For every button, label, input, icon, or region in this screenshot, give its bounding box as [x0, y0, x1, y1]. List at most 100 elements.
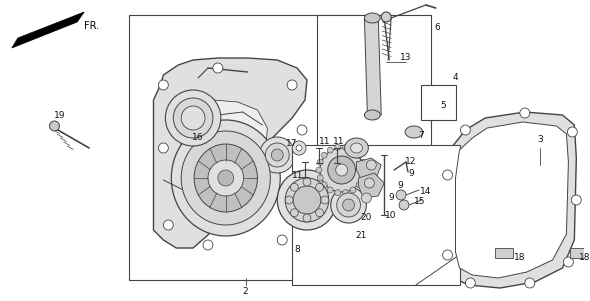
Polygon shape [12, 12, 84, 48]
Polygon shape [153, 58, 307, 248]
Ellipse shape [568, 127, 578, 137]
Text: 2: 2 [242, 287, 248, 296]
Text: 18: 18 [579, 253, 590, 262]
Ellipse shape [365, 110, 381, 120]
Polygon shape [455, 122, 568, 278]
Ellipse shape [321, 196, 329, 204]
Ellipse shape [381, 12, 391, 22]
Ellipse shape [337, 193, 360, 217]
Text: 8: 8 [294, 246, 300, 255]
Text: FR.: FR. [84, 21, 99, 31]
Ellipse shape [335, 144, 340, 150]
Ellipse shape [396, 190, 406, 200]
Ellipse shape [343, 190, 349, 196]
Ellipse shape [321, 152, 327, 158]
Ellipse shape [292, 141, 306, 155]
Ellipse shape [316, 167, 322, 173]
Text: 10: 10 [385, 210, 397, 219]
Bar [571, 248, 588, 258]
Ellipse shape [171, 120, 280, 236]
Ellipse shape [296, 145, 302, 151]
Ellipse shape [327, 187, 333, 193]
Ellipse shape [362, 193, 371, 203]
Ellipse shape [328, 156, 356, 184]
Ellipse shape [159, 143, 168, 153]
Text: 11: 11 [333, 138, 345, 147]
Ellipse shape [571, 195, 581, 205]
Ellipse shape [213, 63, 223, 73]
Ellipse shape [287, 80, 297, 90]
Text: 20: 20 [360, 213, 372, 222]
Text: 15: 15 [414, 197, 425, 206]
Ellipse shape [317, 175, 323, 181]
Ellipse shape [442, 250, 453, 260]
Ellipse shape [360, 175, 366, 181]
Bar [129, 15, 406, 280]
Ellipse shape [266, 143, 289, 167]
Ellipse shape [317, 159, 323, 165]
Ellipse shape [293, 186, 321, 214]
Text: 13: 13 [400, 52, 412, 61]
Ellipse shape [365, 13, 381, 23]
Ellipse shape [466, 278, 476, 288]
Text: 11: 11 [319, 138, 330, 147]
Ellipse shape [271, 149, 283, 161]
Ellipse shape [460, 125, 470, 135]
Ellipse shape [218, 170, 234, 186]
Text: 4: 4 [453, 73, 458, 82]
Ellipse shape [303, 178, 311, 186]
Ellipse shape [563, 257, 573, 267]
Ellipse shape [203, 240, 213, 250]
Ellipse shape [163, 220, 173, 230]
Text: 16: 16 [192, 134, 204, 142]
Ellipse shape [350, 147, 356, 153]
Ellipse shape [285, 178, 329, 222]
Text: 7: 7 [418, 131, 424, 139]
Ellipse shape [442, 170, 453, 180]
Ellipse shape [181, 131, 270, 225]
Text: 12: 12 [405, 157, 417, 166]
Ellipse shape [525, 278, 535, 288]
Ellipse shape [362, 167, 368, 173]
Ellipse shape [285, 196, 293, 204]
Ellipse shape [159, 80, 168, 90]
Ellipse shape [520, 108, 530, 118]
Text: 17: 17 [286, 138, 298, 147]
Ellipse shape [320, 148, 363, 192]
Ellipse shape [50, 121, 60, 131]
Ellipse shape [208, 160, 244, 196]
Ellipse shape [277, 235, 287, 245]
Ellipse shape [336, 164, 348, 176]
Ellipse shape [350, 187, 356, 193]
Text: 21: 21 [356, 231, 367, 240]
Ellipse shape [173, 98, 213, 138]
Ellipse shape [405, 126, 423, 138]
Text: 19: 19 [54, 110, 65, 119]
Ellipse shape [356, 182, 362, 188]
Ellipse shape [350, 143, 362, 153]
Bar [495, 248, 513, 258]
Polygon shape [365, 18, 381, 115]
Text: 11: 11 [292, 170, 304, 179]
Ellipse shape [399, 200, 409, 210]
Ellipse shape [331, 187, 366, 223]
Ellipse shape [297, 125, 307, 135]
Polygon shape [448, 112, 576, 288]
Ellipse shape [343, 199, 355, 211]
Polygon shape [356, 158, 381, 180]
Ellipse shape [316, 209, 323, 217]
Ellipse shape [165, 90, 221, 146]
Ellipse shape [316, 183, 323, 191]
Ellipse shape [365, 178, 374, 188]
Text: 6: 6 [435, 23, 441, 33]
Ellipse shape [260, 137, 295, 173]
Bar [421, 85, 455, 120]
Bar [317, 15, 431, 170]
Polygon shape [180, 100, 267, 180]
Text: 14: 14 [420, 188, 431, 197]
Ellipse shape [181, 106, 205, 130]
Ellipse shape [343, 144, 349, 150]
Ellipse shape [194, 144, 257, 212]
Ellipse shape [321, 182, 327, 188]
Text: 9: 9 [408, 169, 414, 178]
